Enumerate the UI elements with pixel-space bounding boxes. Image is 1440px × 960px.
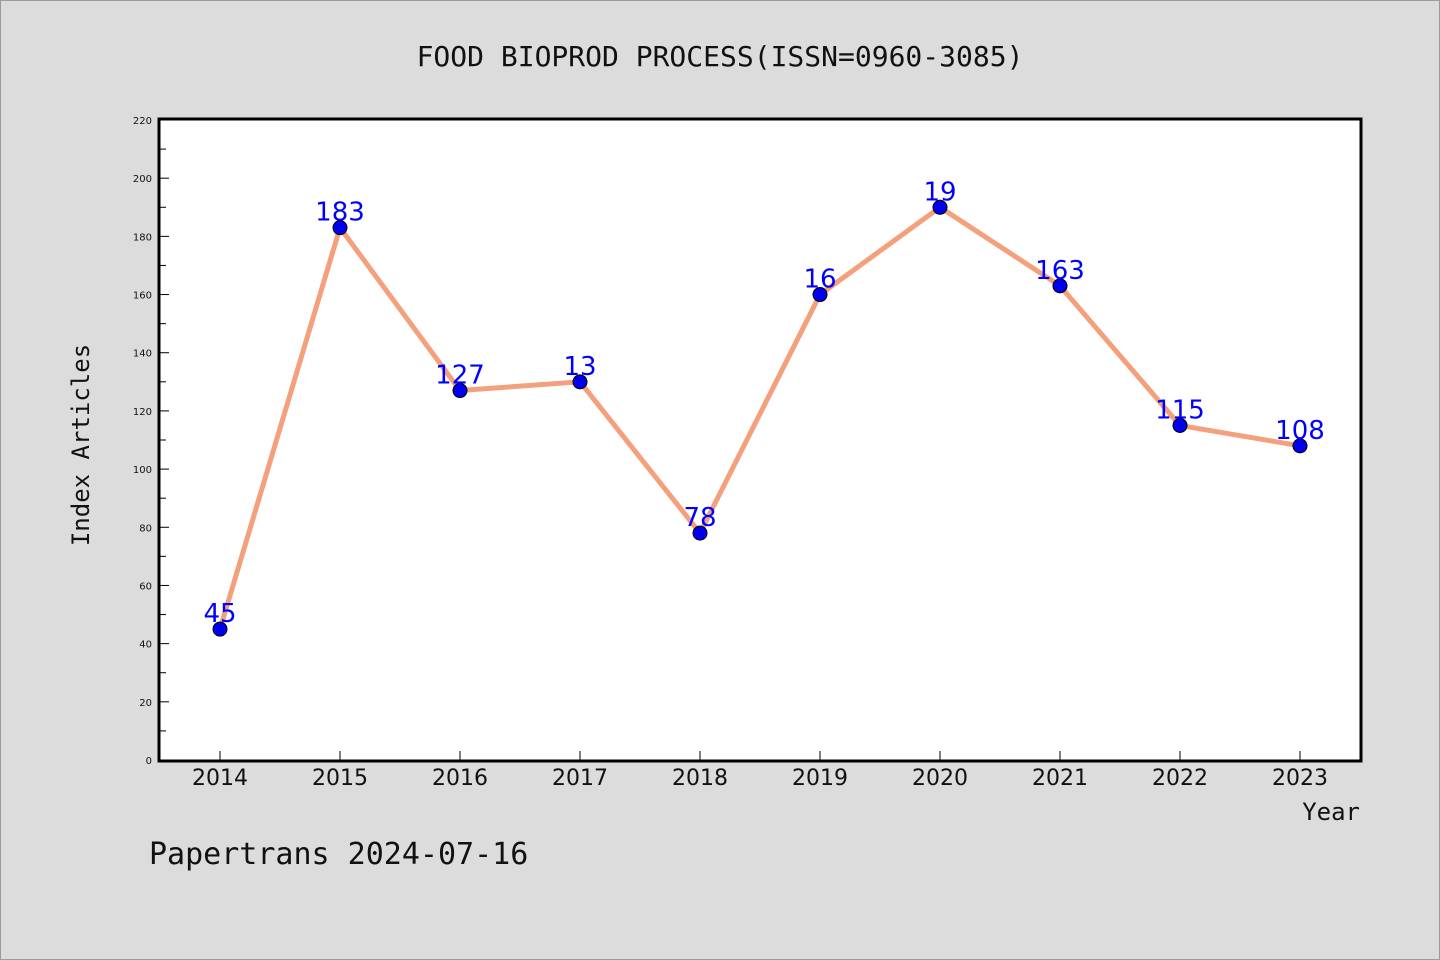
x-axis-label: Year [1302,798,1360,826]
series-data-labels: 45 183 127 13 78 16 19 163 115 108 [203,177,1324,629]
x-axis-ticks: 2014 2015 2016 2017 2018 2019 2020 2021 2022 2023 [192,751,1328,791]
x-tick-label: 2021 [1032,766,1088,791]
data-point [932,199,948,215]
y-tick-label: 180 [133,232,152,243]
series-line [217,204,1301,630]
data-point [812,287,828,303]
x-tick-label: 2022 [1152,766,1208,791]
chart-title: FOOD BIOPROD PROCESS(ISSN=0960-3085) [417,40,1024,73]
data-label: 127 [435,361,485,391]
data-label: 19 [923,177,956,207]
data-point [1052,278,1068,294]
data-point [1172,417,1188,433]
x-tick-label: 2020 [912,766,968,791]
data-point [572,374,588,390]
x-tick-label: 2014 [192,766,248,791]
footer-credit: Papertrans 2024-07-16 [149,837,528,872]
y-tick-label: 140 [133,349,152,360]
y-tick-label: 220 [133,116,152,127]
y-axis-label: Index Articles [67,344,95,546]
y-tick-label: 160 [133,291,152,302]
series-points [212,199,1308,637]
x-tick-label: 2019 [792,766,848,791]
data-point [452,383,468,399]
y-tick-label: 100 [133,465,152,476]
x-tick-label: 2017 [552,766,608,791]
y-tick-label: 200 [133,174,152,185]
y-tick-label: 120 [133,407,152,418]
data-point [692,525,708,541]
x-tick-label: 2018 [672,766,728,791]
y-tick-label: 20 [139,698,152,709]
y-axis-ticks: 0 20 40 60 80 100 120 140 160 180 200 220 [133,116,169,767]
x-tick-label: 2015 [312,766,368,791]
data-point [1292,438,1308,454]
y-tick-label: 80 [139,523,152,534]
y-tick-label: 60 [139,581,152,592]
series-polyline [217,204,1301,630]
data-label: 183 [315,198,365,228]
data-label: 78 [683,503,716,533]
data-label: 45 [203,599,236,629]
y-tick-label: 0 [146,756,152,767]
data-label: 108 [1275,416,1325,446]
plot-area [157,117,1363,763]
x-tick-label: 2016 [432,766,488,791]
data-label: 163 [1035,256,1085,286]
data-label: 115 [1155,395,1205,425]
y-tick-label: 40 [139,640,152,651]
data-point [212,621,228,637]
data-point [332,220,348,236]
x-tick-label: 2023 [1272,766,1328,791]
data-label: 16 [803,265,836,295]
data-label: 13 [563,352,596,382]
